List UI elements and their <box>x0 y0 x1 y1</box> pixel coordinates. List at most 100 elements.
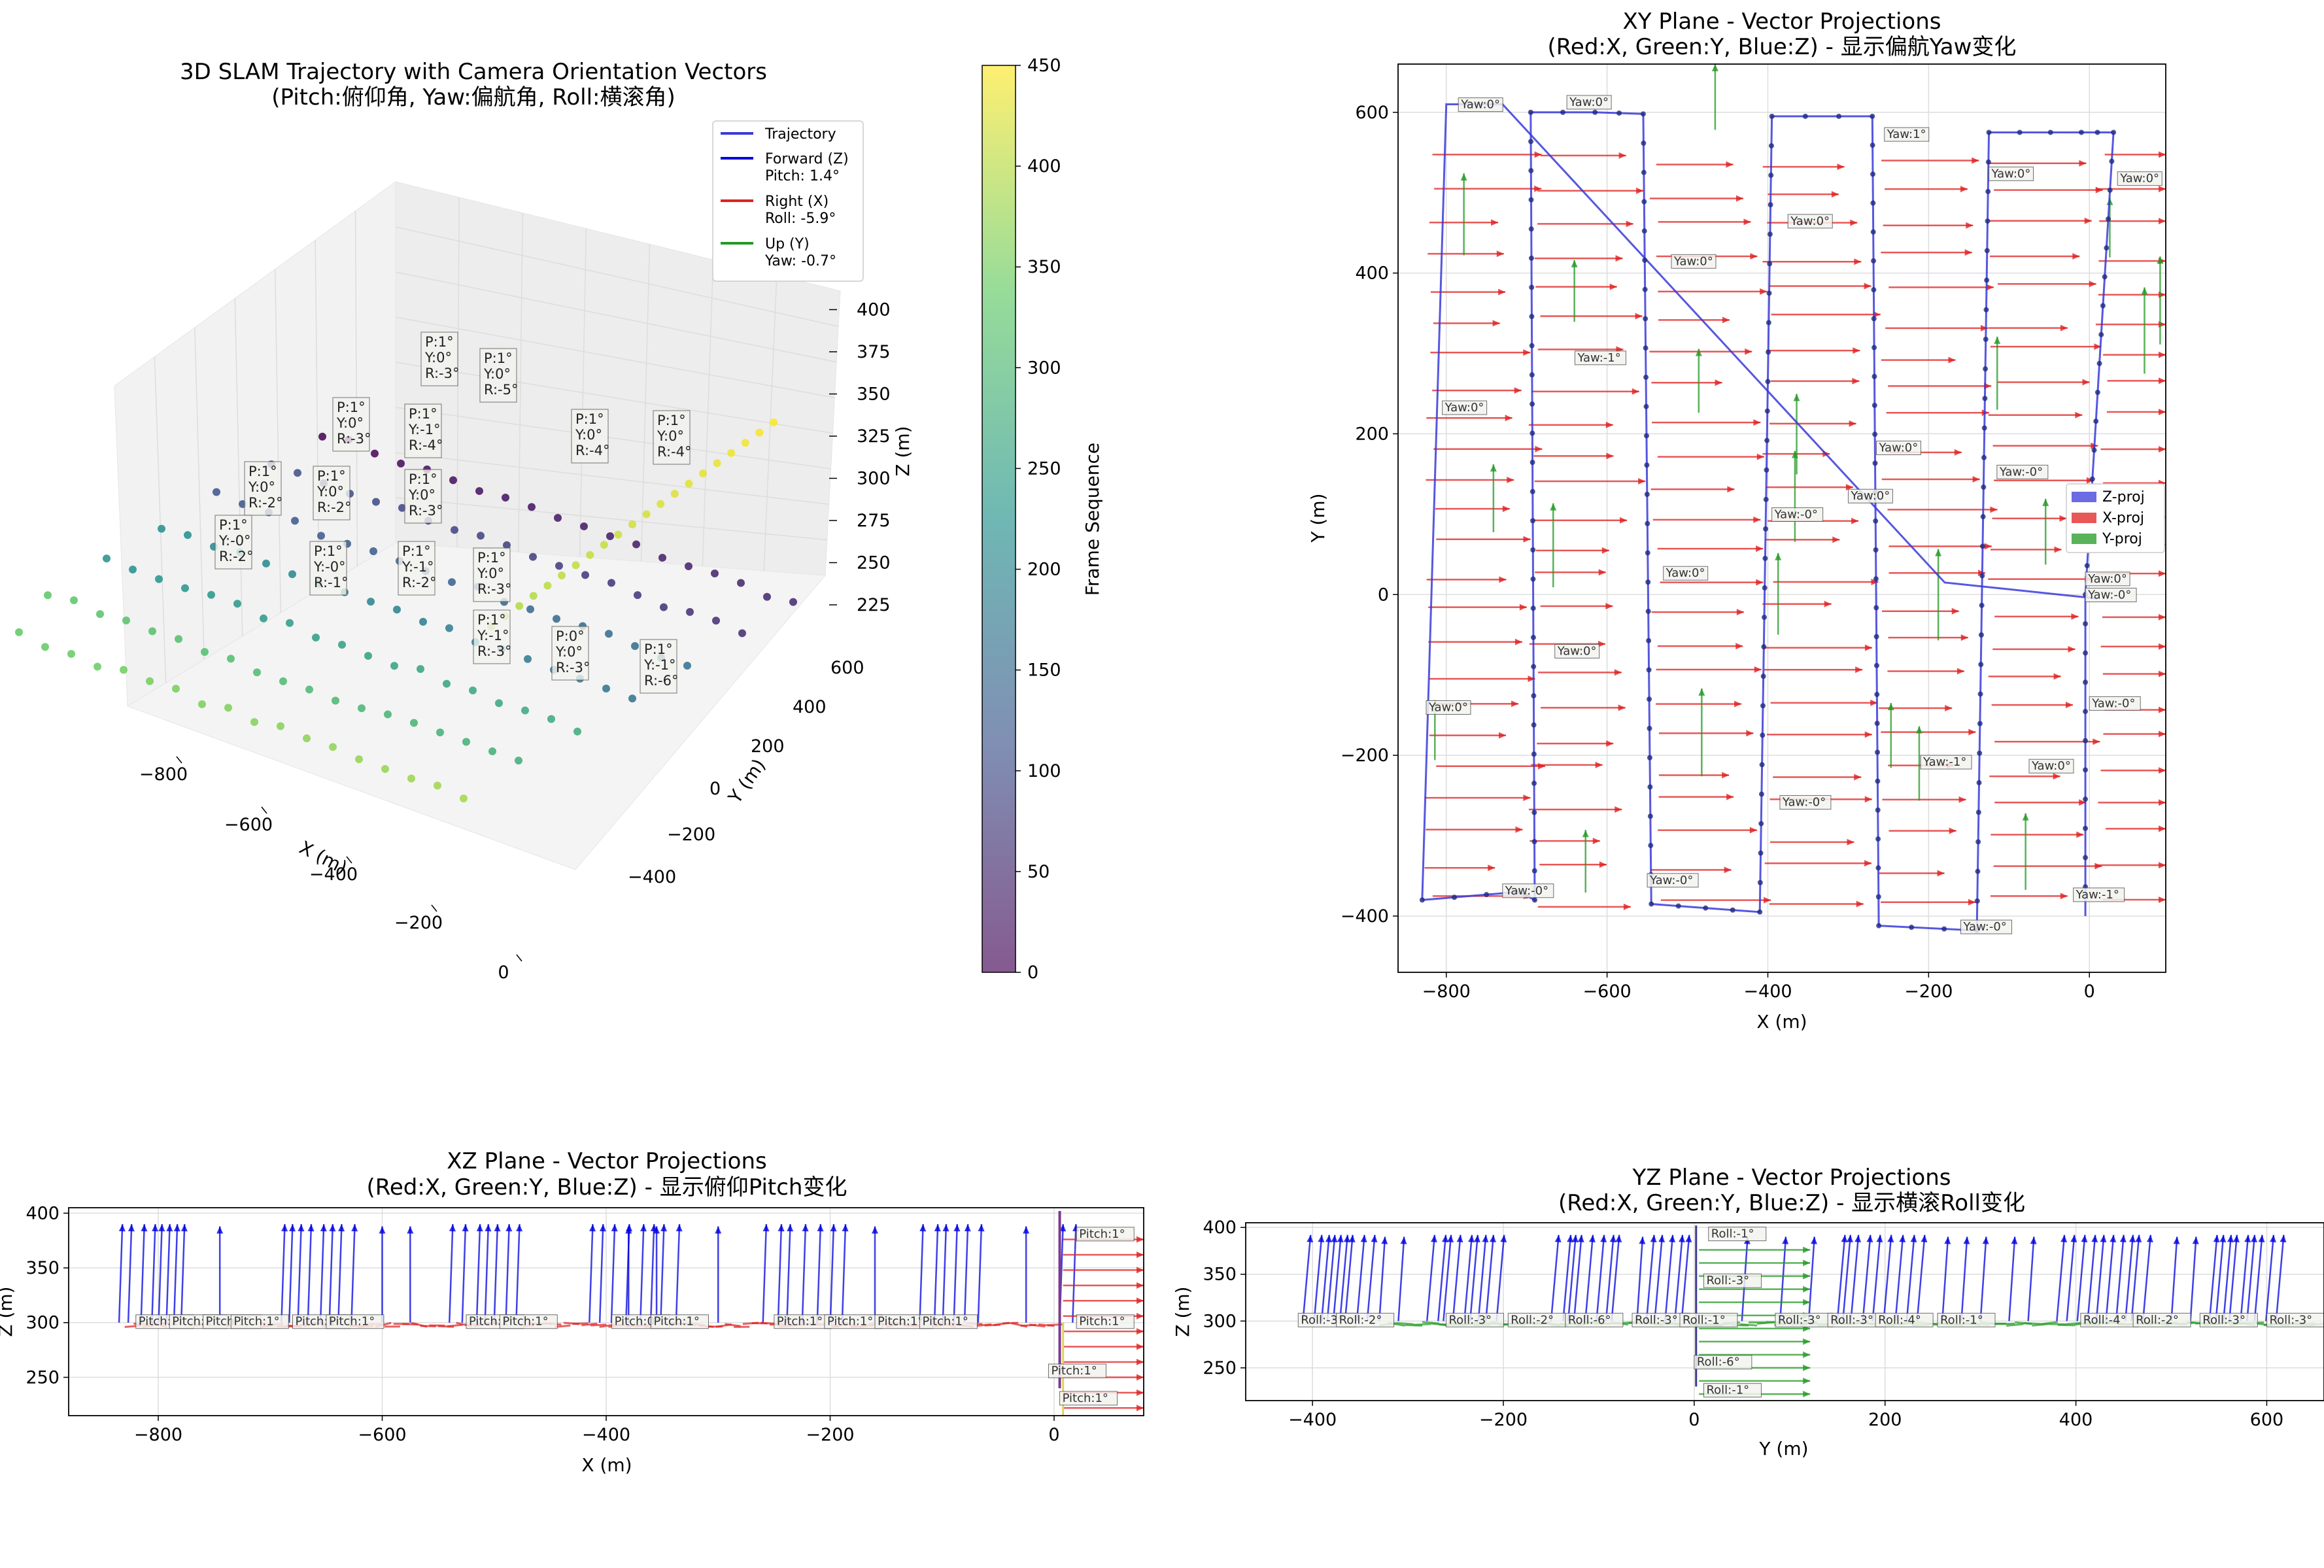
arrow-shaft <box>350 1224 356 1323</box>
p1-xtick-label: −800 <box>139 764 188 785</box>
p3-pitch-label: Pitch:1° <box>502 1315 548 1329</box>
arrow-shaft <box>1883 1235 1892 1321</box>
p1-trajectory-point <box>755 428 764 437</box>
arrow-head <box>2076 831 2084 838</box>
p2-x-proj-arrow <box>1887 668 1964 675</box>
arrow-shaft <box>1636 1236 1644 1321</box>
arrow-head <box>1136 1297 1144 1304</box>
p2-x-proj-arrow <box>1766 484 1853 491</box>
p4-z-vector <box>2066 1235 2077 1321</box>
arrow-shaft <box>762 1224 768 1323</box>
p2-xtick-label: −600 <box>1583 981 1632 1002</box>
p4-z-vector <box>1960 1236 1970 1321</box>
p1-xtick-label: −400 <box>309 864 358 885</box>
arrow-head <box>1990 506 1998 513</box>
p1-trajectory-point <box>253 668 261 677</box>
arrow-head <box>1577 1235 1584 1243</box>
p1-ztick-label: 350 <box>857 384 891 405</box>
arrow-shaft <box>515 1224 521 1323</box>
arrow-head <box>298 1224 305 1232</box>
arrow-head <box>1756 453 1764 460</box>
p1-xtick <box>261 806 267 814</box>
arrow-head <box>1598 640 1606 647</box>
p2-trajectory-point <box>1645 550 1650 556</box>
p2-x-proj-arrow <box>1436 762 1546 770</box>
p2-trajectory-point <box>1871 345 1877 350</box>
arrow-shaft <box>180 1224 186 1323</box>
arrow-head <box>1803 1364 1811 1371</box>
arrow-head <box>1775 553 1782 560</box>
p1-colorbar-tick-label: 250 <box>1027 458 1061 479</box>
p3-pitch-label-extra: Pitch:1° <box>1051 1364 1097 1378</box>
arrow-shaft <box>2115 1235 2125 1321</box>
p3-z-vector <box>977 1224 985 1323</box>
p2-x-proj-arrow <box>1769 900 1864 908</box>
p4-roll-label: Roll:-3° <box>2202 1313 2246 1327</box>
arrow-head <box>2079 799 2087 806</box>
arrow-head <box>1430 1235 1437 1243</box>
arrow-shaft <box>1495 1235 1505 1321</box>
p2-x-proj-arrow <box>1762 258 1862 265</box>
p2-x-proj-arrow <box>1436 536 1531 543</box>
p2-yaw-label: Yaw:0° <box>1444 401 1484 415</box>
p1-annotation-text: P:1° <box>644 641 673 657</box>
arrow-shaft <box>675 1224 681 1323</box>
p3-z-vector <box>180 1224 188 1323</box>
p2-trajectory-point <box>1981 454 1987 460</box>
p3-z-vector <box>715 1226 722 1323</box>
p1-trajectory-point <box>250 718 258 726</box>
p2-yaw-label: Yaw:0° <box>1666 566 1705 580</box>
p2-x-proj-arrow <box>1651 609 1744 616</box>
p1-annotation-text: P:1° <box>657 413 686 428</box>
p4-z-vector <box>1302 1235 1314 1321</box>
p2-x-proj-arrow <box>1994 799 2087 806</box>
p2-ytick-label: −400 <box>1341 906 1389 927</box>
p2-trajectory-point <box>1758 791 1764 797</box>
p1-legend-label: Forward (Z) <box>765 151 849 167</box>
p2-x-proj-arrow <box>1531 517 1628 524</box>
p2-trajectory-point <box>2078 129 2084 135</box>
arrow-head <box>1599 861 1607 868</box>
p2-x-proj-arrow <box>2100 643 2166 650</box>
p2-x-proj-arrow <box>1533 452 1614 460</box>
arrow-head <box>2159 825 2166 832</box>
p2-yaw-label: Yaw:-1° <box>1577 351 1620 365</box>
p2-trajectory-point <box>1530 634 1536 640</box>
p1-trajectory-point <box>503 541 511 549</box>
p4-roll-label-box <box>1694 1355 1752 1370</box>
p4-roll-label-extra: Roll:-1° <box>1706 1384 1749 1397</box>
p4-roll-label: Roll:-4° <box>2083 1313 2127 1327</box>
p4-roll-label: Roll:-6° <box>1568 1313 1611 1327</box>
arrow-head <box>660 1224 668 1232</box>
p1-annotation-text: P:1° <box>314 543 343 559</box>
p4-z-vector <box>1378 1236 1388 1321</box>
p2-trajectory-point <box>1592 109 1598 115</box>
arrow-head <box>1803 1377 1811 1384</box>
arrow-shaft <box>829 1224 835 1323</box>
arrow-head <box>1571 260 1578 267</box>
arrow-head <box>1803 1246 1811 1253</box>
p2-trajectory-point <box>1870 200 1876 206</box>
p2-y-proj-arrow <box>1490 464 1497 532</box>
arrow-shaft <box>1332 1235 1342 1321</box>
arrow-head <box>2269 1235 2276 1243</box>
p1-trajectory-point <box>445 624 453 632</box>
p1-trajectory-point <box>294 469 301 477</box>
p1-colorbar-tick-label: 450 <box>1027 56 1061 76</box>
p2-trajectory-point <box>1641 169 1647 175</box>
arrow-head <box>1615 806 1622 813</box>
p4-xtick-label: 400 <box>2059 1410 2093 1430</box>
p2-x-proj-arrow <box>1773 774 1862 781</box>
p2-trajectory-point <box>1529 372 1535 378</box>
arrow-shaft <box>942 1224 948 1323</box>
p2-trajectory-point <box>1760 732 1766 738</box>
p2-x-proj-arrow <box>2106 409 2166 416</box>
arrow-head <box>1567 1235 1574 1243</box>
arrow-shaft <box>2142 1235 2152 1321</box>
arrow-head <box>1803 1338 1811 1345</box>
arrow-shaft <box>475 1224 481 1323</box>
arrow-shaft <box>1871 1235 1881 1321</box>
p2-x-proj-arrow <box>1994 613 2079 620</box>
p2-x-proj-arrow <box>1534 255 1623 262</box>
arrow-shaft <box>1807 1236 1815 1321</box>
